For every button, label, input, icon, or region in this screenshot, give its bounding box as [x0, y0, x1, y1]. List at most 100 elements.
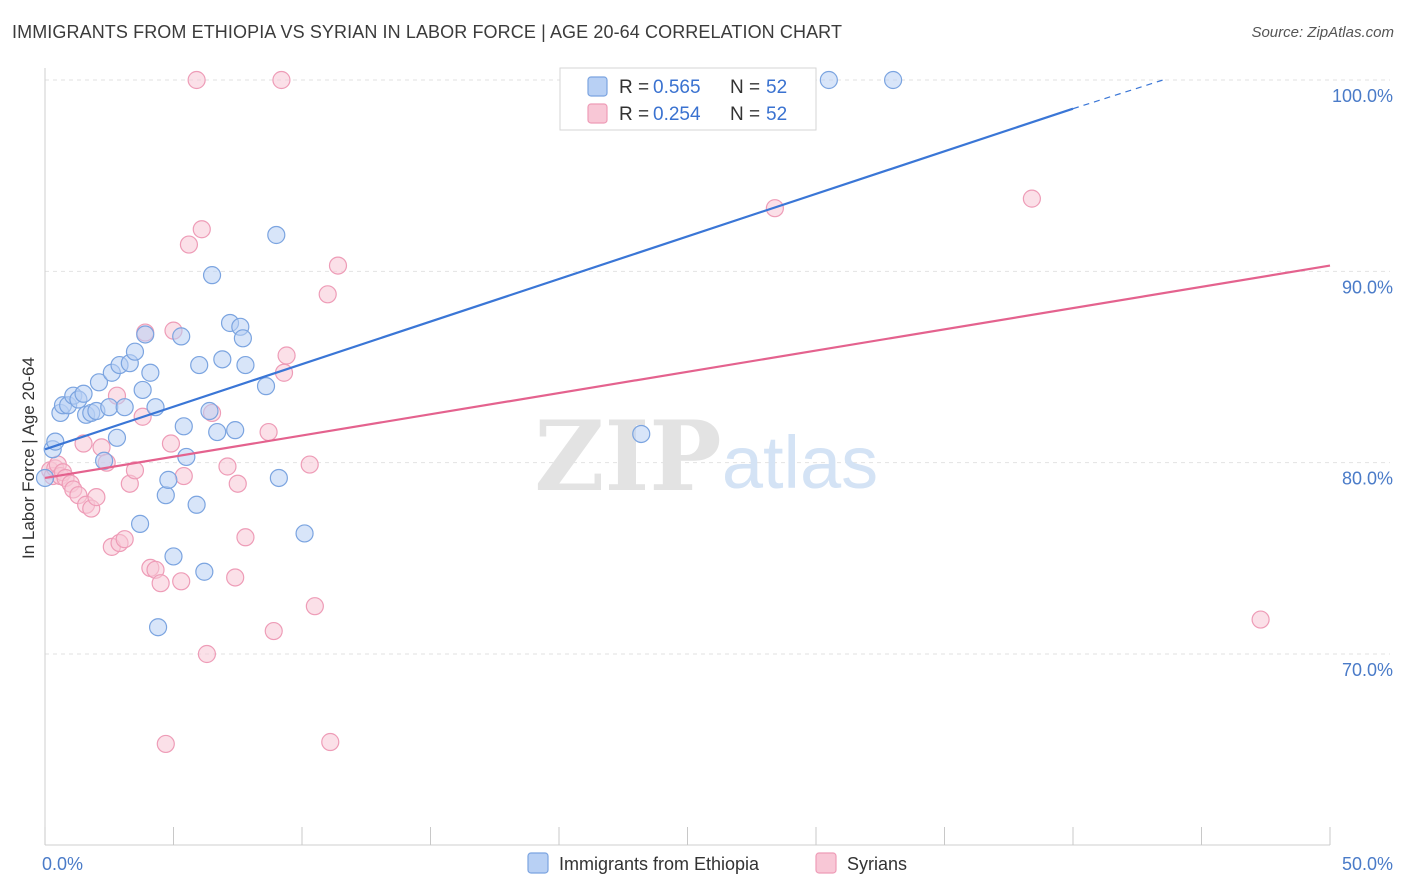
ethiopia-point — [100, 398, 119, 417]
syrians-point — [192, 220, 211, 239]
ethiopia-point — [107, 428, 127, 447]
ethiopia-point — [256, 377, 276, 396]
ethiopia-point — [267, 225, 286, 245]
ethiopia-trend-extension — [1072, 79, 1164, 110]
series-legend: Immigrants from Ethiopia Syrians — [527, 852, 907, 874]
y-tick-label: 90.0% — [1342, 277, 1393, 297]
syrians-point — [197, 644, 217, 664]
ethiopia-point — [89, 373, 109, 392]
syrians-point — [226, 568, 245, 587]
ethiopia-point — [130, 514, 150, 533]
ethiopia-point — [213, 350, 232, 369]
ethiopia-point — [236, 355, 255, 375]
syrians-point — [218, 457, 237, 476]
syrians-point — [318, 285, 337, 304]
ethiopia-point — [187, 495, 206, 514]
ethiopia-point — [115, 398, 134, 417]
ethiopia-point — [295, 524, 314, 543]
ethiopia-point — [164, 547, 183, 566]
ethiopia-points — [35, 70, 903, 637]
trend-lines — [44, 79, 1331, 480]
legend-r-label: R = — [619, 104, 649, 125]
gridlines — [45, 79, 1390, 655]
syrians-point — [151, 574, 170, 593]
y-tick-labels: 70.0% 80.0% 90.0% 100.0% — [1332, 86, 1393, 680]
ethiopia-point — [226, 421, 245, 440]
syrians-point — [264, 621, 283, 641]
syrians-trend-line — [44, 264, 1331, 480]
ethiopia-point — [159, 470, 178, 489]
syrians-point — [236, 528, 255, 547]
syrians-point — [300, 455, 319, 474]
ethiopia-point — [632, 424, 651, 444]
series-legend-swatch — [527, 852, 549, 874]
syrians-point — [277, 346, 296, 365]
ethiopia-point — [200, 401, 219, 421]
legend-r-label: R = — [619, 77, 649, 98]
series-legend-label: Immigrants from Ethiopia — [559, 854, 760, 874]
ethiopia-point — [233, 329, 252, 348]
syrians-point — [161, 434, 181, 453]
watermark: ZIP atlas — [534, 400, 878, 513]
chart-title: IMMIGRANTS FROM ETHIOPIA VS SYRIAN IN LA… — [12, 22, 843, 42]
syrians-point — [179, 235, 199, 254]
ethiopia-point — [208, 422, 227, 442]
syrians-point — [305, 597, 324, 616]
syrians-point — [74, 434, 93, 453]
syrians-point — [156, 734, 175, 754]
ethiopia-point — [136, 325, 155, 344]
legend-swatch-blue — [587, 76, 608, 97]
y-tick-label: 100.0% — [1332, 86, 1393, 106]
ethiopia-point — [190, 355, 209, 375]
y-axis-label: In Labor Force | Age 20-64 — [19, 357, 38, 559]
syrians-point — [115, 530, 134, 549]
y-tick-label: 70.0% — [1342, 660, 1393, 680]
syrians-point — [87, 488, 106, 507]
x-tick-label: 50.0% — [1342, 854, 1393, 874]
syrians-point — [259, 422, 278, 442]
ethiopia-point — [148, 618, 168, 637]
ethiopia-point — [74, 384, 93, 403]
ethiopia-point — [202, 266, 222, 285]
syrians-points — [41, 70, 1270, 754]
legend-n-label: N = — [730, 104, 760, 125]
syrians-point — [328, 256, 348, 275]
ethiopia-point — [46, 432, 65, 451]
legend-n-value: 52 — [766, 104, 787, 125]
series-legend-label: Syrians — [847, 854, 907, 874]
source-label: Source: ZipAtlas.com — [1251, 24, 1394, 41]
ethiopia-point — [174, 417, 193, 436]
syrians-point — [187, 70, 206, 90]
ethiopia-point — [156, 486, 175, 505]
ethiopia-point — [125, 342, 145, 361]
syrians-point — [172, 572, 191, 591]
ethiopia-point — [141, 363, 160, 382]
syrians-point — [228, 474, 247, 493]
legend-swatch-pink — [587, 103, 608, 124]
syrians-point — [125, 461, 145, 480]
watermark-zip: ZIP — [534, 400, 721, 513]
x-tick-labels: 0.0% 50.0% — [42, 854, 1393, 874]
ethiopia-point — [172, 327, 191, 346]
legend-r-value: 0.565 — [653, 77, 701, 98]
y-tick-label: 80.0% — [1342, 469, 1393, 489]
ethiopia-point — [269, 468, 288, 488]
ethiopia-point — [177, 447, 196, 467]
ethiopia-point — [133, 380, 152, 400]
legend-r-value: 0.254 — [653, 104, 701, 125]
syrians-point — [272, 70, 291, 90]
ethiopia-point — [883, 70, 903, 90]
series-legend-swatch — [815, 852, 837, 874]
syrians-point — [174, 466, 193, 486]
syrians-point — [321, 732, 340, 752]
legend-n-label: N = — [730, 77, 760, 98]
axes — [44, 68, 1331, 846]
syrians-point — [1251, 610, 1270, 629]
x-tick-label: 0.0% — [42, 854, 83, 874]
ethiopia-trend-line — [44, 107, 1074, 451]
stats-legend: R = 0.565 N = 52 R = 0.254 N = 52 — [559, 67, 817, 131]
syrians-point — [1022, 189, 1041, 208]
legend-n-value: 52 — [766, 77, 787, 98]
ethiopia-point — [195, 562, 214, 581]
